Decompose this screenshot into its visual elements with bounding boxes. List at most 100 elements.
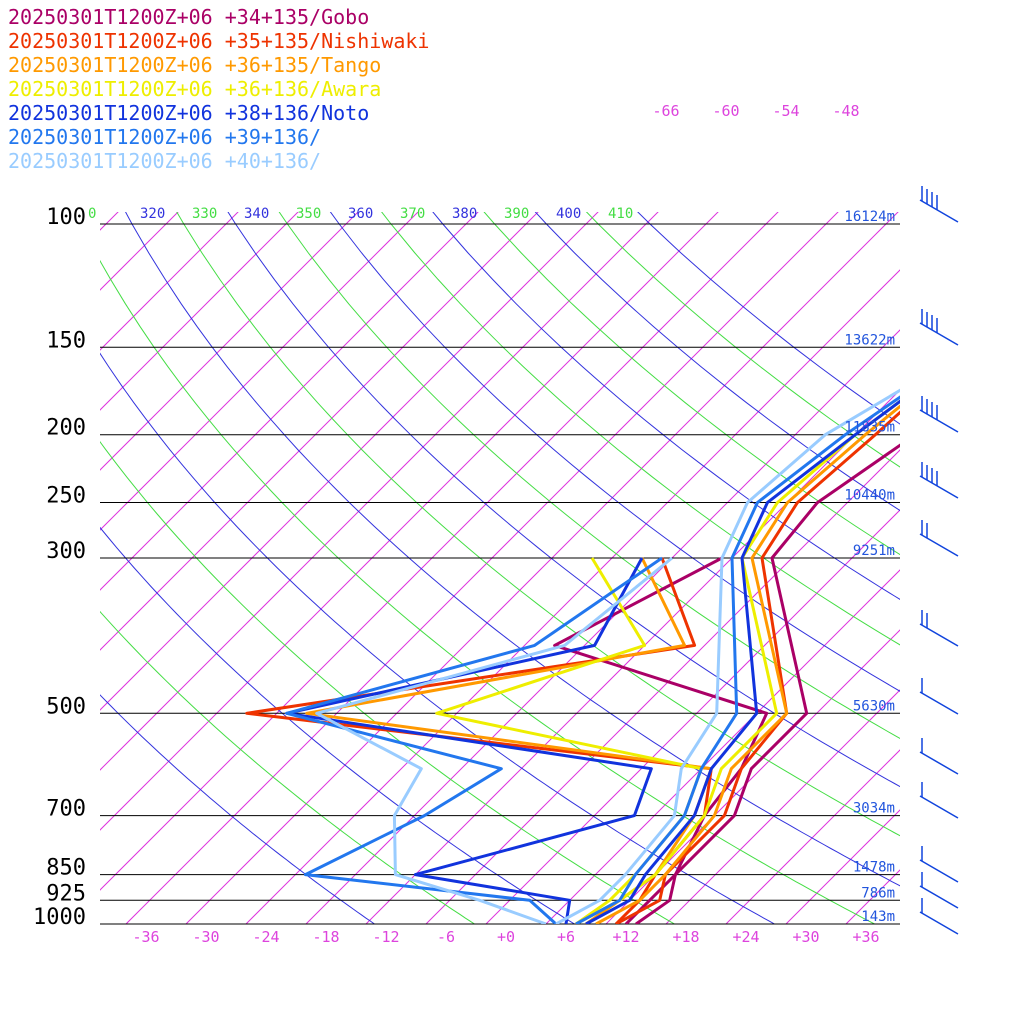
pressure-label: 250 xyxy=(46,484,86,509)
height-label: 786m xyxy=(861,885,895,901)
sounding-profiles xyxy=(245,388,900,924)
theta-line xyxy=(381,212,900,646)
isotherm-line xyxy=(305,329,900,924)
pressure-label: 200 xyxy=(46,416,86,441)
isotherm-line xyxy=(365,389,900,924)
theta-label: 0 xyxy=(88,206,96,222)
isotherm-line xyxy=(100,212,599,711)
wind-barb xyxy=(919,898,959,935)
temperature-tick: +6 xyxy=(557,928,575,946)
isotherm-line xyxy=(665,689,900,924)
pressure-level-lines xyxy=(100,223,900,925)
upper-temperature-label: -60 xyxy=(712,102,739,120)
isotherm-line xyxy=(100,212,539,651)
height-label: 143m xyxy=(861,909,895,925)
wind-barb-staff xyxy=(919,409,959,433)
wind-barb xyxy=(919,872,959,909)
theta-line xyxy=(534,212,900,512)
isotherm-line xyxy=(185,212,899,924)
theta-label: 330 xyxy=(192,206,217,222)
wind-barb-staff xyxy=(919,623,959,647)
wind-barbs xyxy=(919,186,959,935)
temperature-profile xyxy=(575,395,900,924)
isotherm-line xyxy=(100,212,179,291)
wind-barb xyxy=(919,396,959,433)
wind-barb-staff xyxy=(919,795,959,819)
isotherm-line xyxy=(485,509,900,924)
pressure-label: 300 xyxy=(46,539,86,564)
wind-barb xyxy=(919,309,959,346)
isotherm-line xyxy=(100,212,719,831)
isotherm-line xyxy=(100,212,119,231)
height-label: 11835m xyxy=(844,420,895,436)
temperature-tick: -36 xyxy=(132,928,159,946)
temperature-profile xyxy=(585,399,900,924)
legend: 20250301T1200Z+06 +34+135/Gobo20250301T1… xyxy=(8,5,429,173)
pressure-label: 700 xyxy=(46,797,86,822)
wind-barb xyxy=(919,610,959,647)
theta-line xyxy=(125,212,900,887)
legend-entry: 20250301T1200Z+06 +36+135/Tango xyxy=(8,53,381,77)
wind-barb xyxy=(919,678,959,715)
temperature-tick: -18 xyxy=(312,928,339,946)
theta-labels: 0 320 330 340 350 360 370 380 390 400 410 xyxy=(88,206,633,222)
isotherm-line xyxy=(891,156,1024,939)
theta-label: 340 xyxy=(244,206,269,222)
wind-barb xyxy=(919,186,959,223)
theta-label: 350 xyxy=(296,206,321,222)
theta-line xyxy=(227,212,900,788)
pressure-label: 100 xyxy=(46,205,86,230)
theta-line xyxy=(432,212,900,600)
temperature-tick: +36 xyxy=(852,928,879,946)
height-labels: 16124m 13622m 11835m 10440m 9251m 5630m 3034m 1… xyxy=(844,209,895,925)
theta-line xyxy=(100,610,475,924)
upper-temperature-label: -54 xyxy=(772,102,799,120)
height-label: 3034m xyxy=(853,801,895,817)
height-label: 1478m xyxy=(853,860,895,876)
temperature-tick: +0 xyxy=(497,928,515,946)
height-label: 9251m xyxy=(853,543,895,559)
upper-temperature-label: -66 xyxy=(652,102,679,120)
legend-entry: 20250301T1200Z+06 +38+136/Noto xyxy=(8,101,369,125)
isotherm-line xyxy=(545,569,900,924)
isotherm-line xyxy=(605,629,900,924)
wind-barb xyxy=(919,462,959,499)
pressure-label: 850 xyxy=(46,856,86,881)
upper-temperature-label: -48 xyxy=(832,102,859,120)
theta-label: 400 xyxy=(556,206,581,222)
isotherm-lines xyxy=(100,156,1024,939)
legend-entry: 20250301T1200Z+06 +36+136/Awara xyxy=(8,77,381,101)
wind-barb-staff xyxy=(919,691,959,715)
pressure-label: 925 xyxy=(46,881,86,906)
temperature-axis-ticks: -36 -30 -24 -18 -12 -6 +0 +6 +12 +18 +24 +30 +36 xyxy=(132,928,879,946)
temperature-tick: +30 xyxy=(792,928,819,946)
height-label: 5630m xyxy=(853,698,895,714)
wind-barb-staff xyxy=(919,859,959,883)
isotherm-line xyxy=(125,212,839,924)
pressure-label: 1000 xyxy=(33,905,86,930)
theta-label: 410 xyxy=(608,206,633,222)
pressure-label: 500 xyxy=(46,694,86,719)
wind-barb-staff xyxy=(919,533,959,557)
dewpoint-profile xyxy=(285,557,653,924)
temperature-profile xyxy=(555,388,900,924)
isotherm-line xyxy=(100,212,419,531)
isotherm-line xyxy=(100,212,479,591)
isotherm-line xyxy=(245,269,900,924)
upper-temperature-labels: -66 -60 -54 -48 xyxy=(652,102,859,120)
wind-barb-staff xyxy=(919,885,959,909)
dewpoint-profile xyxy=(315,556,673,924)
temperature-tick: +18 xyxy=(672,928,699,946)
dewpoint-profile xyxy=(285,556,663,924)
wind-barb xyxy=(919,846,959,883)
wind-barb xyxy=(919,738,959,775)
temperature-profile xyxy=(595,404,900,924)
theta-line xyxy=(329,212,900,692)
pressure-label: 150 xyxy=(46,328,86,353)
wind-barb-staff xyxy=(919,475,959,499)
theta-label: 370 xyxy=(400,206,425,222)
isotherm-line xyxy=(785,809,900,924)
theta-label: 380 xyxy=(452,206,477,222)
